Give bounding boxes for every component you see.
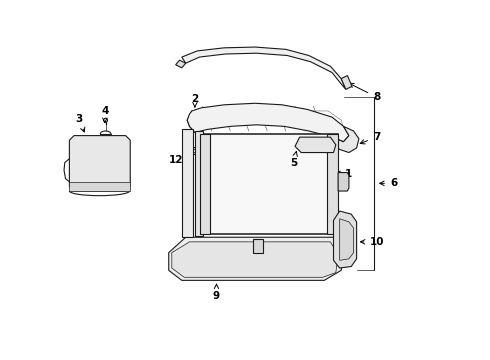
- Polygon shape: [70, 182, 130, 191]
- Polygon shape: [295, 137, 336, 153]
- Polygon shape: [253, 239, 263, 253]
- Text: 1: 1: [336, 169, 352, 179]
- Polygon shape: [172, 242, 338, 277]
- Text: 9: 9: [213, 284, 220, 301]
- Polygon shape: [175, 60, 186, 68]
- Text: 8: 8: [349, 84, 380, 102]
- Polygon shape: [338, 172, 349, 191]
- Text: 5: 5: [290, 152, 297, 167]
- Polygon shape: [341, 76, 352, 89]
- Polygon shape: [327, 134, 338, 234]
- Polygon shape: [199, 134, 210, 234]
- Text: 3: 3: [76, 114, 85, 132]
- Text: 11: 11: [257, 248, 271, 258]
- Polygon shape: [70, 136, 130, 191]
- Text: 10: 10: [361, 237, 384, 247]
- Polygon shape: [182, 47, 346, 89]
- Polygon shape: [199, 134, 338, 234]
- Polygon shape: [169, 237, 343, 280]
- Polygon shape: [332, 126, 359, 153]
- Text: 7: 7: [360, 132, 380, 144]
- Polygon shape: [187, 103, 349, 142]
- Text: 6: 6: [380, 178, 397, 188]
- Polygon shape: [182, 130, 194, 237]
- Text: 4: 4: [101, 106, 108, 122]
- Polygon shape: [195, 131, 203, 236]
- Polygon shape: [334, 211, 357, 268]
- Text: 2: 2: [191, 94, 198, 107]
- Polygon shape: [340, 219, 353, 260]
- Text: 12: 12: [169, 153, 189, 165]
